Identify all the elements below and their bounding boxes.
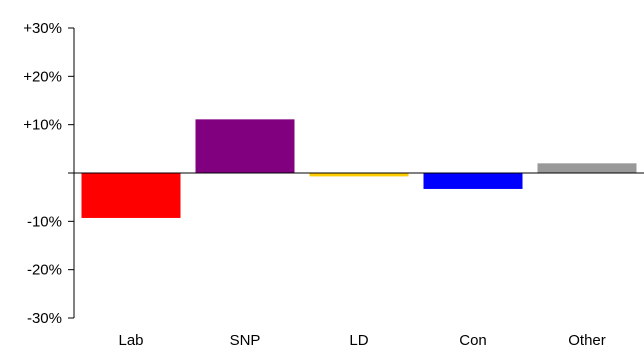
y-ticks-group: +30% +20% +10% -10% -20% -30% [23,20,74,327]
x-category-label: Lab [118,332,143,349]
x-category-label: Other [568,332,606,349]
bar-ld [309,173,409,177]
x-category-label: LD [349,332,368,349]
x-category-label: Con [459,332,487,349]
y-tick-label: +20% [23,68,62,85]
y-tick-label: -10% [27,213,62,230]
y-tick-label: -30% [27,310,62,327]
bar-lab [81,173,181,218]
x-category-label: SNP [230,332,261,349]
bars-group [81,119,637,218]
bar-snp [195,119,295,173]
bar-other [537,163,637,173]
y-tick-label: +30% [23,20,62,37]
bar-con [423,173,523,189]
y-tick-label: +10% [23,117,62,134]
y-tick-label: -20% [27,262,62,279]
x-labels-group: Lab SNP LD Con Other [118,332,605,349]
